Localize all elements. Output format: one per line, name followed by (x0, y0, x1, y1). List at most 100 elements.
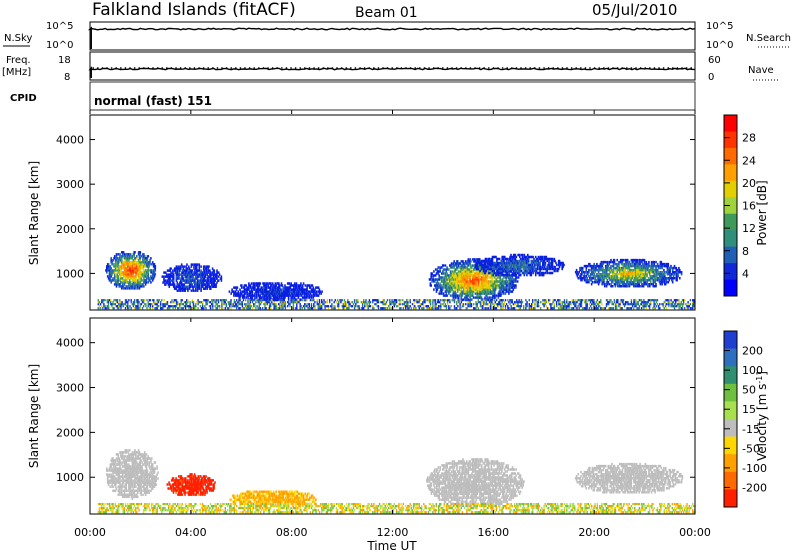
power-cell (113, 269, 116, 272)
power-cell (619, 279, 622, 282)
power-cell (256, 284, 259, 287)
power-cell (217, 279, 220, 282)
power-cell (197, 285, 200, 288)
power-cell (231, 290, 233, 293)
power-cell (313, 294, 315, 297)
power-cell (146, 307, 148, 310)
power-cell (636, 271, 639, 274)
power-cell (271, 290, 274, 293)
power-cell (486, 276, 489, 279)
power-cell (306, 294, 308, 297)
power-cell (451, 278, 454, 281)
power-cell (167, 283, 170, 286)
power-cell (175, 275, 178, 278)
power-cell (483, 262, 485, 265)
power-cell (455, 278, 457, 281)
power-cell (495, 280, 498, 283)
power-cell (140, 275, 142, 278)
power-cell (454, 286, 456, 289)
power-cell (451, 274, 454, 277)
power-cell (465, 292, 468, 295)
power-cell (476, 265, 479, 269)
power-cell (631, 273, 633, 276)
power-cell (441, 288, 444, 291)
power-cell (274, 288, 277, 291)
power-cell (424, 299, 426, 302)
power-cell (593, 273, 595, 276)
power-cell (169, 281, 171, 284)
power-cell (650, 283, 653, 286)
power-cell (594, 271, 596, 274)
power-cell (512, 273, 515, 277)
power-cell (495, 255, 497, 259)
power-cell (608, 266, 610, 270)
power-cell (457, 280, 460, 283)
power-cell (626, 281, 628, 284)
power-cell (403, 301, 406, 304)
power-cell (485, 307, 487, 310)
power-cell (429, 307, 432, 310)
power-cell (468, 288, 470, 291)
power-cell (194, 273, 196, 276)
power-cell (204, 273, 207, 276)
power-cell (608, 277, 610, 280)
power-cell (106, 267, 108, 270)
power-cell (194, 263, 196, 266)
power-cell (248, 294, 251, 297)
power-cell (128, 257, 131, 260)
power-cell (604, 260, 606, 264)
power-cell (455, 294, 457, 297)
power-cell (638, 273, 640, 276)
power-cell (446, 286, 448, 289)
power-cell (448, 292, 450, 295)
power-cell (199, 281, 201, 284)
power-cell (195, 277, 198, 280)
power-cell (121, 281, 124, 284)
power-cell (606, 279, 609, 282)
power-cell (143, 271, 146, 274)
power-cell (470, 264, 472, 267)
power-cell (128, 299, 130, 302)
power-cell (508, 290, 510, 293)
power-cell (130, 269, 133, 272)
power-cell (480, 296, 483, 299)
power-cell (479, 258, 481, 261)
power-cell (435, 284, 438, 287)
power-cell (125, 285, 127, 288)
power-cell (129, 305, 131, 308)
power-cell (669, 266, 671, 270)
power-cell (473, 284, 476, 287)
power-cell (535, 267, 538, 271)
power-cell (192, 271, 194, 274)
power-cell (442, 280, 445, 283)
power-cell (198, 279, 201, 282)
power-cell (324, 307, 326, 310)
power-cell (179, 269, 181, 272)
power-cell (310, 305, 313, 308)
power-cell (656, 275, 658, 278)
power-cell (183, 269, 186, 272)
power-cell (178, 275, 180, 278)
power-cell (249, 284, 252, 287)
power-cell (128, 277, 130, 280)
power-cell (502, 292, 505, 295)
power-cell (182, 307, 184, 310)
power-cell (143, 255, 146, 258)
power-cell (202, 279, 205, 282)
power-cell (581, 277, 583, 280)
power-cell (262, 294, 264, 297)
power-cell (130, 261, 133, 264)
power-cell (504, 273, 506, 277)
power-cell (626, 279, 629, 282)
power-cell (128, 253, 130, 256)
power-cell (106, 299, 108, 302)
power-cell (665, 279, 668, 282)
power-cell (165, 275, 167, 278)
power-cell (185, 277, 187, 280)
power-cell (255, 290, 257, 293)
power-cell (463, 278, 465, 281)
power-cell (481, 290, 484, 293)
power-cell (536, 259, 539, 263)
power-cell (113, 255, 116, 258)
power-cell (636, 275, 639, 278)
